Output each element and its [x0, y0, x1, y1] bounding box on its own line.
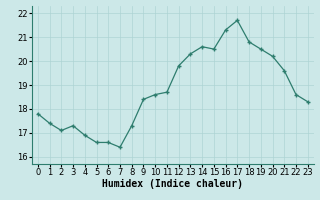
X-axis label: Humidex (Indice chaleur): Humidex (Indice chaleur) — [102, 179, 243, 189]
